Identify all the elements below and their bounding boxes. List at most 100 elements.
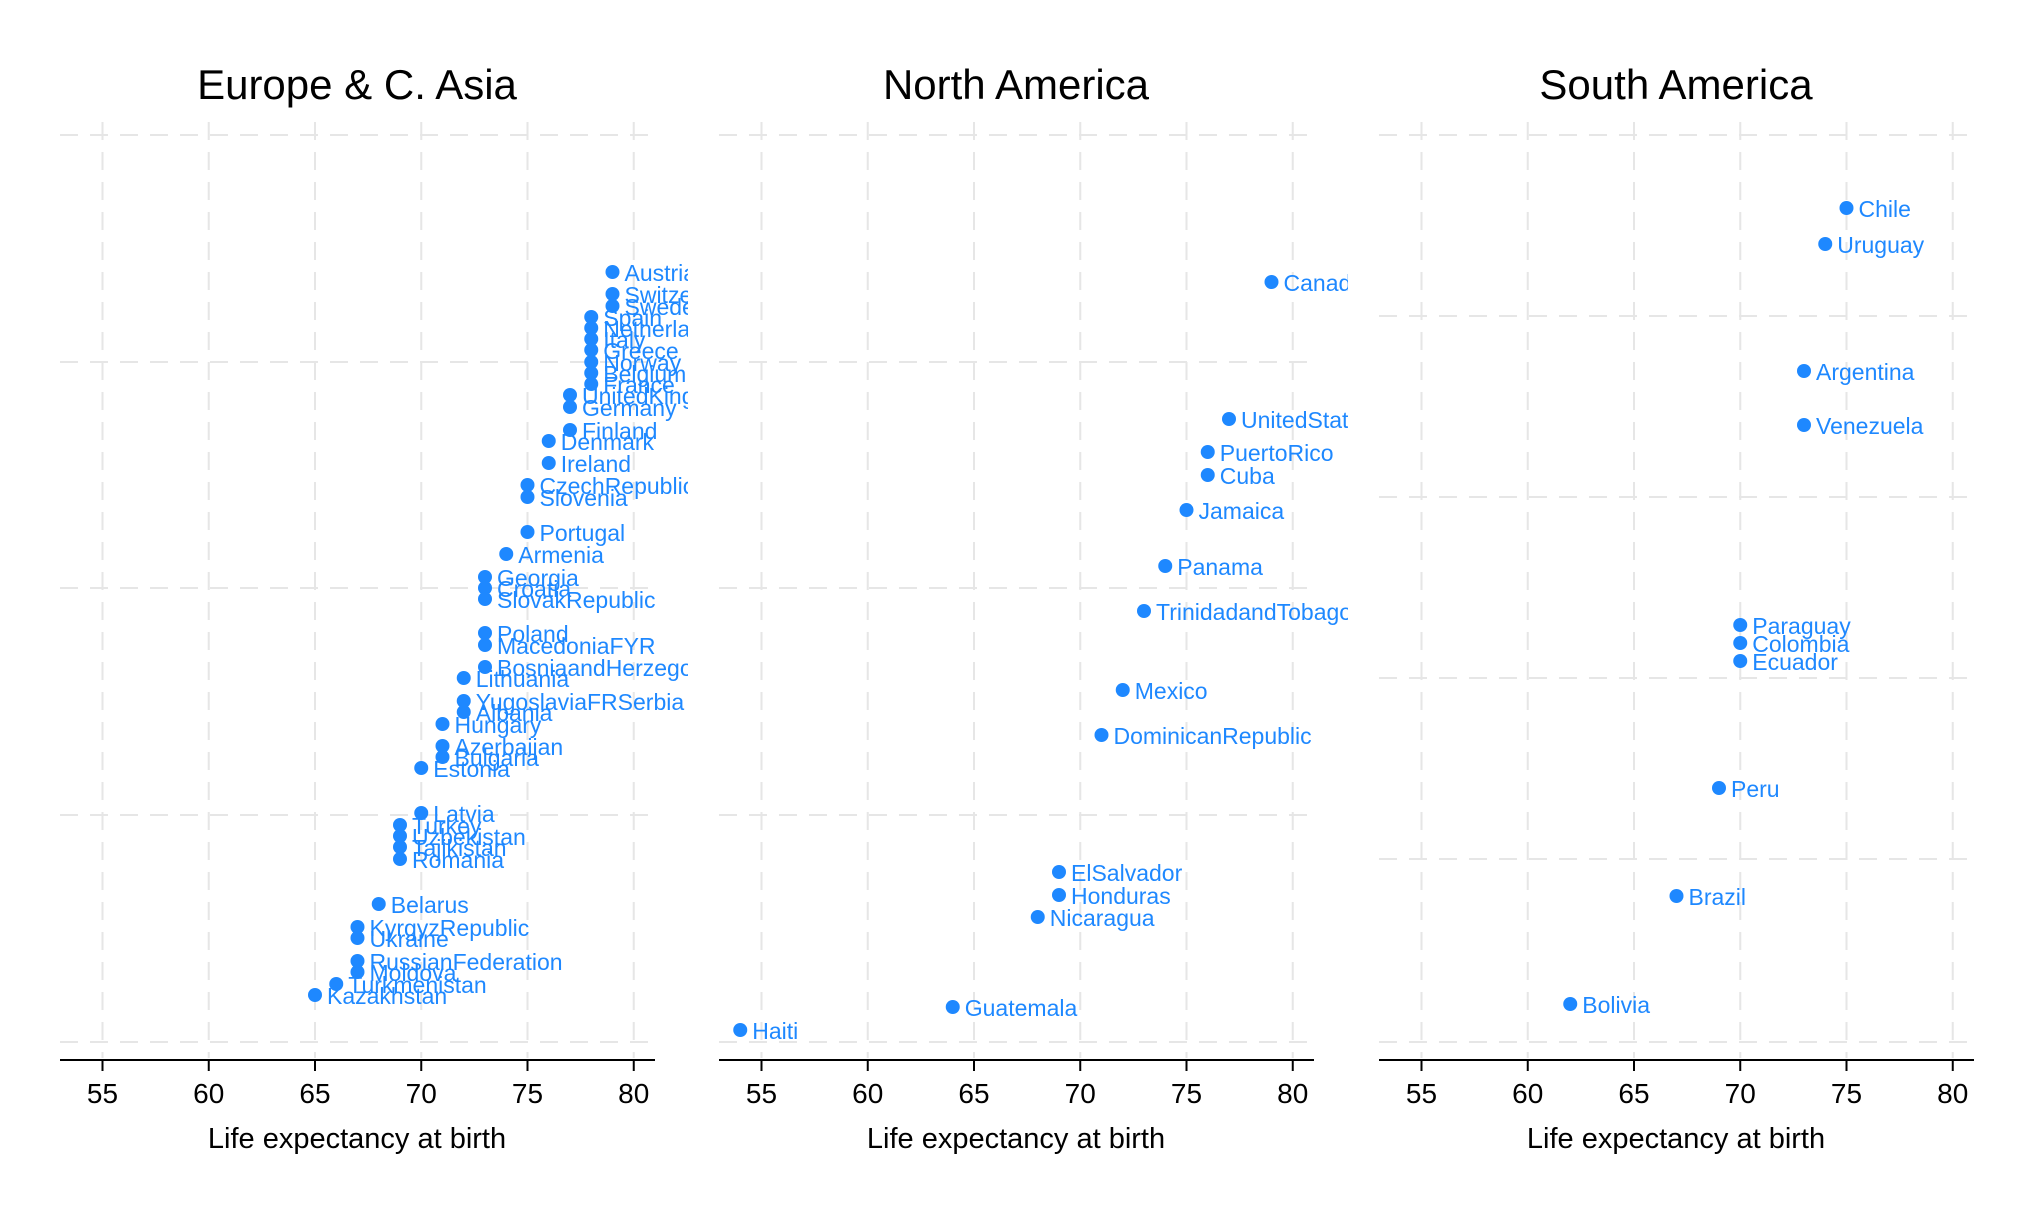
data-point (1797, 418, 1811, 432)
data-point (1712, 781, 1726, 795)
point-label: Mexico (1135, 678, 1208, 704)
data-point (1669, 889, 1684, 903)
point-label: Belgium (603, 361, 686, 387)
point-label: Denmark (561, 429, 655, 455)
point-label: Germany (582, 395, 677, 421)
data-point (478, 570, 492, 584)
point-label: Brazil (1689, 884, 1747, 910)
point-label: Guatemala (965, 995, 1078, 1021)
data-point (414, 761, 429, 775)
data-point (499, 547, 514, 561)
x-tick-label: 75 (1831, 1078, 1862, 1109)
point-label: ElSalvador (1071, 860, 1183, 886)
data-point (478, 638, 492, 652)
data-point (1030, 910, 1045, 924)
data-point (1818, 237, 1833, 251)
data-point (584, 355, 599, 369)
x-tick-label: 55 (746, 1078, 777, 1109)
point-label: Switzerland (625, 282, 744, 308)
data-point (1115, 683, 1130, 697)
data-point (584, 332, 599, 346)
data-point (393, 818, 407, 832)
data-point (1839, 201, 1854, 215)
point-label: Argentina (1816, 359, 1915, 385)
x-tick-label: 60 (852, 1078, 883, 1109)
point-label: MacedoniaFYR (497, 633, 656, 659)
point-label: Colombia (1752, 631, 1849, 657)
x-tick-label: 65 (299, 1078, 330, 1109)
point-label: Paraguay (1752, 613, 1851, 639)
point-label: DominicanRepublic (1114, 723, 1312, 749)
data-point (520, 478, 535, 492)
point-label: CzechRepublic (540, 473, 695, 499)
data-point (605, 287, 620, 301)
data-point (478, 581, 492, 595)
data-point (414, 806, 429, 820)
point-label: Ukraine (370, 926, 449, 952)
point-label: Belarus (391, 892, 469, 918)
data-point (1052, 865, 1066, 879)
data-point (541, 434, 556, 448)
point-label: Sweden (625, 294, 708, 320)
data-point (584, 366, 599, 380)
point-label: Panama (1177, 554, 1263, 580)
point-label: Uruguay (1837, 232, 1924, 258)
data-point (456, 694, 471, 708)
point-label: PuertoRico (1220, 440, 1334, 466)
data-point (1137, 604, 1151, 618)
point-label: Albania (476, 700, 553, 726)
panel-south-america: South America 55 60 65 70 75 80 Chile Uruguay A… (1379, 61, 1974, 1155)
point-label: BosniaandHerzegovina (497, 655, 735, 681)
data-point (371, 897, 386, 911)
point-label: Armenia (518, 542, 604, 568)
point-label: TrinidadandTobago (1156, 599, 1352, 625)
x-tick-label: 55 (87, 1078, 118, 1109)
point-label: Spain (603, 305, 662, 331)
point-label: Peru (1731, 776, 1780, 802)
data-point (605, 299, 620, 313)
panel-north-america: North America 55 60 65 70 75 80 Canada UnitedS… (719, 61, 1352, 1155)
data-point (393, 852, 407, 866)
x-tick-label: 80 (618, 1078, 649, 1109)
point-label: Azerbaijan (455, 734, 564, 760)
x-tick-label: 75 (1171, 1078, 1202, 1109)
point-label: Romania (412, 847, 504, 873)
data-point (1733, 618, 1748, 632)
point-label: Austria (625, 260, 697, 286)
data-point (584, 310, 599, 324)
point-label: Finland (582, 418, 657, 444)
point-label: Honduras (1071, 883, 1171, 909)
point-label: Kazakhstan (327, 983, 447, 1009)
data-point (350, 920, 365, 934)
point-label: Turkmenistan (348, 972, 486, 998)
point-label: Uzbekistan (412, 824, 526, 850)
point-label: UnitedKingdom (582, 383, 739, 409)
point-label: Lithuania (476, 666, 570, 692)
data-point (1179, 503, 1194, 517)
panel-title-south-america: South America (1539, 61, 1813, 108)
point-label: SlovakRepublic (497, 587, 656, 613)
point-label: Venezuela (1816, 413, 1924, 439)
data-point (605, 265, 620, 279)
data-point (1158, 559, 1173, 573)
point-label: Estonia (433, 756, 510, 782)
x-axis-title-europe: Life expectancy at birth (208, 1123, 506, 1155)
data-point (1052, 888, 1066, 902)
data-point (478, 626, 492, 640)
x-tick-label: 60 (1512, 1078, 1543, 1109)
point-label: KyrgyzRepublic (370, 915, 530, 941)
data-point (563, 388, 577, 402)
data-point (478, 592, 492, 606)
data-point (1733, 636, 1748, 650)
point-label: Chile (1859, 196, 1911, 222)
x-tick-label: 65 (958, 1078, 989, 1109)
x-tick-label: 75 (512, 1078, 543, 1109)
point-label: Croatia (497, 576, 571, 602)
x-tick-label: 80 (1937, 1078, 1968, 1109)
data-point (563, 423, 577, 437)
data-point (1264, 275, 1279, 289)
point-label: Latvia (433, 801, 495, 827)
data-point (350, 931, 365, 945)
x-tick-label: 65 (1618, 1078, 1649, 1109)
